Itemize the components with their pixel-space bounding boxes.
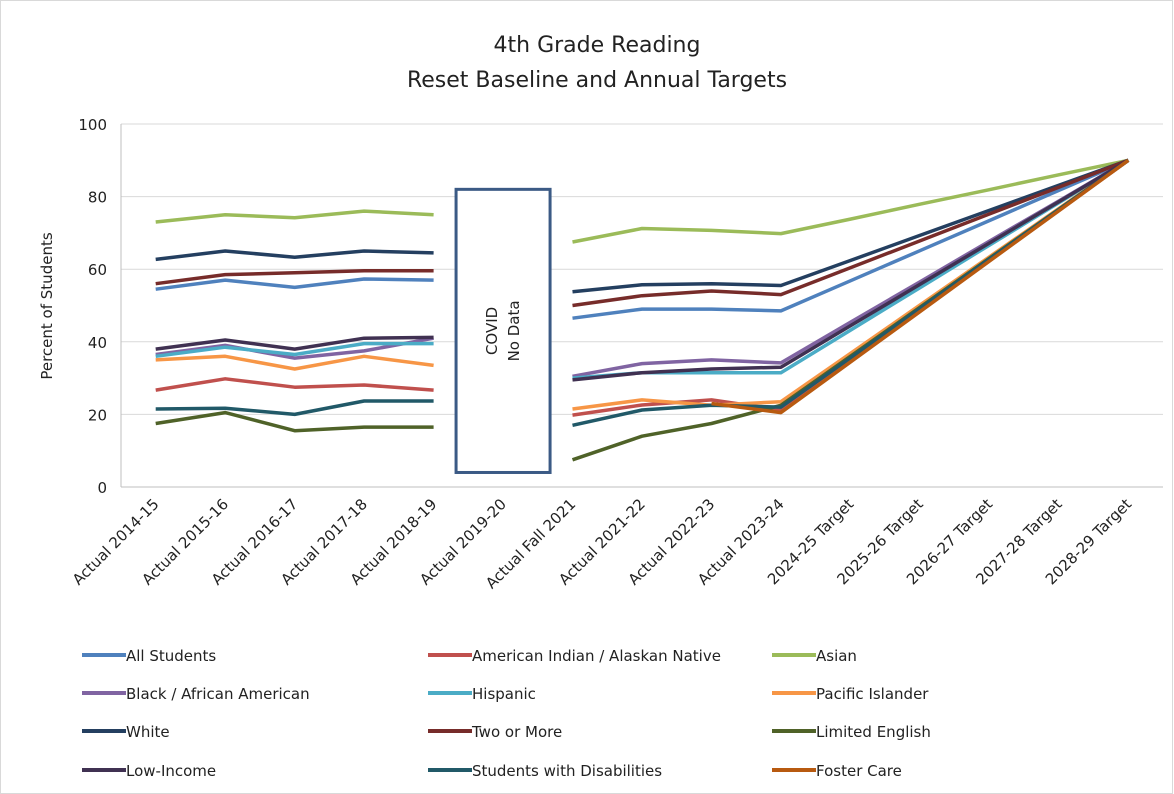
series-line	[711, 158, 1130, 415]
y-tick-label: 80	[88, 189, 107, 207]
y-tick-label: 40	[88, 334, 107, 352]
legend-label: Foster Care	[816, 762, 902, 780]
legend-label: Asian	[816, 647, 857, 665]
legend-label: All Students	[126, 647, 216, 665]
legend-label: Pacific Islander	[816, 685, 929, 703]
legend-label: Black / African American	[126, 685, 310, 703]
y-tick-label: 20	[88, 406, 107, 424]
chart-title: 4th Grade Reading	[494, 33, 701, 58]
series-line	[155, 158, 1129, 244]
legend-label: Limited English	[816, 723, 931, 741]
legend-label: Low-Income	[126, 762, 216, 780]
y-tick-label: 0	[97, 479, 107, 497]
chart-subtitle: Reset Baseline and Annual Targets	[407, 68, 787, 93]
series-line	[155, 158, 1130, 382]
annotation-box	[454, 187, 552, 474]
series-line	[155, 158, 1129, 294]
legend-label: Hispanic	[472, 685, 536, 703]
annotation-text: COVID	[483, 307, 501, 355]
series-line	[155, 158, 1129, 320]
legend-label: American Indian / Alaskan Native	[472, 647, 721, 665]
y-axis-label: Percent of Students	[38, 232, 56, 379]
y-tick-label: 100	[78, 116, 107, 134]
legend-label: White	[126, 723, 170, 741]
legend-label: Students with Disabilities	[472, 762, 662, 780]
annotation-text: No Data	[505, 300, 523, 361]
y-tick-label: 60	[88, 261, 107, 279]
series-line	[155, 158, 1129, 308]
legend-label: Two or More	[471, 723, 562, 741]
